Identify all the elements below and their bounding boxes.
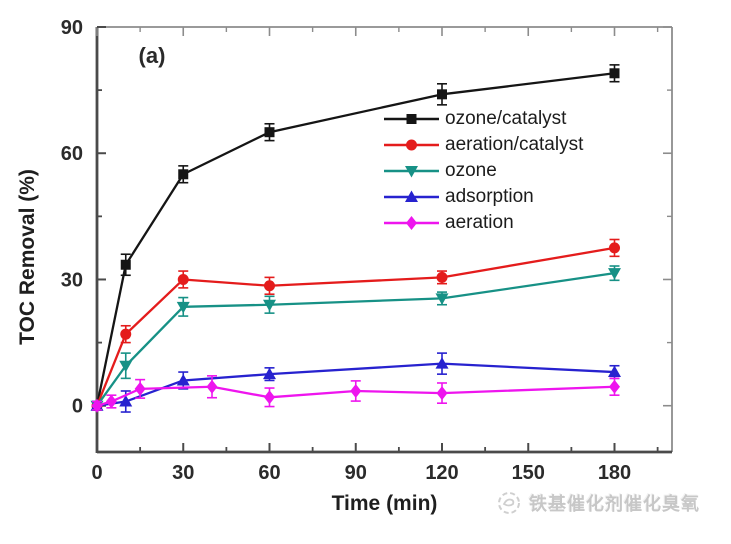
series-aeration — [91, 375, 620, 413]
legend-item: aeration — [383, 210, 583, 236]
x-tick-label: 90 — [345, 462, 367, 484]
legend: ozone/catalyst aeration/catalyst ozone adso… — [383, 106, 583, 236]
legend-label: adsorption — [445, 186, 534, 207]
x-tick-label: 150 — [512, 462, 545, 484]
legend-label: aeration/catalyst — [445, 134, 584, 155]
x-axis-title: Time (min) — [331, 492, 438, 515]
x-tick-label: 0 — [91, 462, 102, 484]
legend-marker-triangle-up-icon — [384, 190, 439, 202]
y-axis-title: TOC Removal (%) — [16, 169, 39, 345]
watermark-text: 铁基催化剂催化臭氧 — [529, 494, 700, 514]
x-tick-label: 120 — [425, 462, 458, 484]
y-tick-label: 60 — [61, 143, 83, 165]
panel-label: (a) — [138, 43, 166, 68]
legend-item: aeration/catalyst — [383, 132, 583, 158]
legend-label: aeration — [445, 212, 514, 233]
y-tick-label: 0 — [72, 396, 83, 418]
legend-label: ozone — [445, 160, 497, 181]
legend-item: ozone — [383, 158, 583, 184]
x-tick-label: 60 — [258, 462, 280, 484]
legend-marker-triangle-down-icon — [384, 166, 439, 178]
legend-label: ozone/catalyst — [445, 108, 567, 129]
legend-marker-diamond-icon — [384, 216, 439, 230]
watermark: 铁基催化剂催化臭氧 — [496, 490, 700, 516]
legend-marker-square-icon — [384, 114, 439, 124]
legend-item: ozone/catalyst — [383, 106, 583, 132]
y-tick-label: 90 — [61, 17, 83, 39]
x-tick-label: 180 — [598, 462, 631, 484]
watermark-logo-icon — [498, 492, 520, 514]
x-tick-label: 30 — [172, 462, 194, 484]
y-tick-label: 30 — [61, 269, 83, 291]
legend-item: adsorption — [383, 184, 583, 210]
legend-marker-circle-icon — [384, 139, 439, 151]
